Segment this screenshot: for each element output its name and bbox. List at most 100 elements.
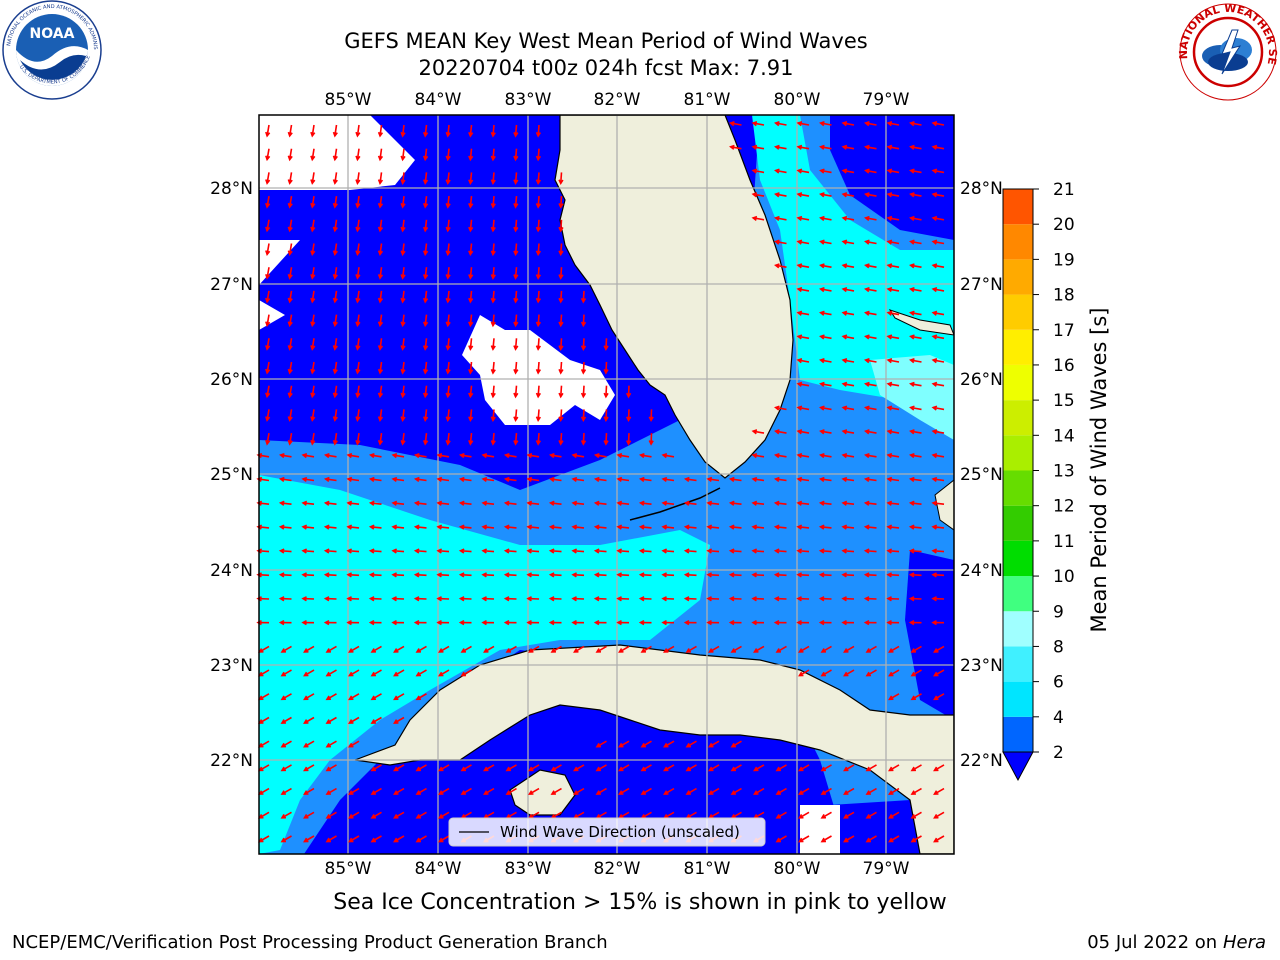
wind-arrow (864, 168, 877, 174)
wind-arrow (548, 500, 562, 506)
wind-arrow (348, 835, 360, 843)
wind-arrow (256, 572, 270, 578)
wind-arrow (931, 121, 945, 127)
wind-arrow (393, 787, 405, 795)
wind-arrow (640, 764, 652, 772)
wind-arrow (730, 740, 742, 748)
wind-arrow (616, 572, 630, 578)
wind-arrow (728, 548, 742, 554)
wind-arrow (422, 433, 429, 446)
wind-arrow (728, 524, 742, 530)
wind-arrow (490, 409, 496, 423)
wind-arrow (303, 740, 315, 748)
wind-arrow (663, 645, 675, 653)
wind-arrow (287, 385, 293, 399)
wind-arrow (558, 196, 564, 209)
wind-arrow (886, 429, 900, 435)
wind-arrow (346, 572, 360, 578)
wind-arrow (415, 693, 427, 701)
wind-arrow (728, 500, 742, 506)
wind-arrow (278, 524, 292, 530)
wind-arrow (325, 669, 337, 677)
wind-arrow (728, 596, 742, 602)
wind-arrow (526, 500, 540, 506)
wind-arrow (818, 500, 832, 506)
wind-arrow (751, 476, 765, 483)
wind-arrow (706, 476, 720, 483)
wind-arrow (348, 811, 360, 819)
wind-arrow (438, 835, 450, 843)
land-bahamas (888, 309, 954, 531)
wind-arrow (310, 361, 316, 375)
wind-arrow (287, 195, 293, 209)
wind-arrow (370, 645, 382, 653)
map-legend: Wind Wave Direction (unscaled) (448, 817, 766, 847)
wind-arrow (348, 716, 360, 724)
wind-arrow (278, 596, 292, 602)
wind-arrow (445, 314, 451, 328)
wind-arrow (685, 740, 697, 748)
wind-arrow (323, 548, 337, 554)
wind-arrow (796, 596, 810, 602)
wind-arrow (303, 764, 315, 772)
wind-arrow (728, 572, 742, 578)
wind-arrow (638, 500, 652, 506)
wind-arrow (256, 524, 270, 530)
wind-arrow (368, 452, 382, 459)
wind-arrow (468, 148, 474, 162)
wind-arrow (933, 645, 945, 653)
wind-arrow (391, 500, 405, 506)
wind-arrow (490, 196, 496, 209)
wind-arrow (505, 645, 517, 653)
wind-arrow (287, 219, 293, 233)
wind-arrow (841, 548, 855, 554)
wind-arrow (490, 361, 496, 375)
wind-arrow (280, 787, 292, 795)
wind-arrow (775, 645, 787, 653)
wind-arrow (796, 452, 810, 459)
wind-arrow (301, 500, 315, 506)
wind-arrow (355, 124, 361, 138)
wind-arrow (513, 361, 519, 375)
wind-arrow (909, 286, 922, 293)
lon-tick-bottom: 82°W (594, 859, 641, 879)
wind-arrow (571, 524, 585, 530)
wind-arrow (445, 124, 451, 138)
wind-arrow (468, 314, 474, 328)
wind-arrow (503, 596, 517, 602)
wind-arrow (368, 524, 382, 530)
wind-arrow (377, 432, 384, 446)
wind-arrow (436, 500, 450, 506)
wind-arrow (438, 764, 450, 772)
wind-arrow (909, 168, 922, 174)
wind-arrow (683, 500, 697, 506)
colorbar-tick-label: 6 (1053, 673, 1064, 693)
wind-arrow (863, 476, 877, 483)
wind-arrow (377, 243, 384, 257)
wind-arrow (864, 121, 877, 127)
wind-arrow (323, 572, 337, 578)
wind-arrow (535, 148, 542, 162)
wind-arrow (323, 500, 337, 506)
wind-arrow (526, 524, 540, 530)
wind-arrow (303, 645, 315, 653)
wind-arrow (931, 168, 945, 174)
wind-arrow (400, 361, 406, 375)
wind-arrow (865, 811, 877, 819)
wind-arrow (332, 172, 338, 185)
wind-arrow (490, 267, 496, 280)
wind-arrow (706, 596, 720, 602)
wind-arrow (278, 548, 292, 554)
wind-arrow (393, 764, 405, 772)
wind-arrow (685, 764, 697, 772)
nodata-southeast (800, 805, 840, 854)
wind-arrow (513, 290, 519, 304)
wind-arrow (841, 572, 855, 578)
wind-arrow (593, 596, 607, 602)
wind-arrow (593, 452, 607, 459)
wind-arrow (618, 645, 630, 653)
wind-arrow (503, 548, 517, 554)
wind-arrow (774, 192, 787, 198)
wind-arrow (931, 524, 945, 530)
wind-arrow (863, 452, 877, 459)
